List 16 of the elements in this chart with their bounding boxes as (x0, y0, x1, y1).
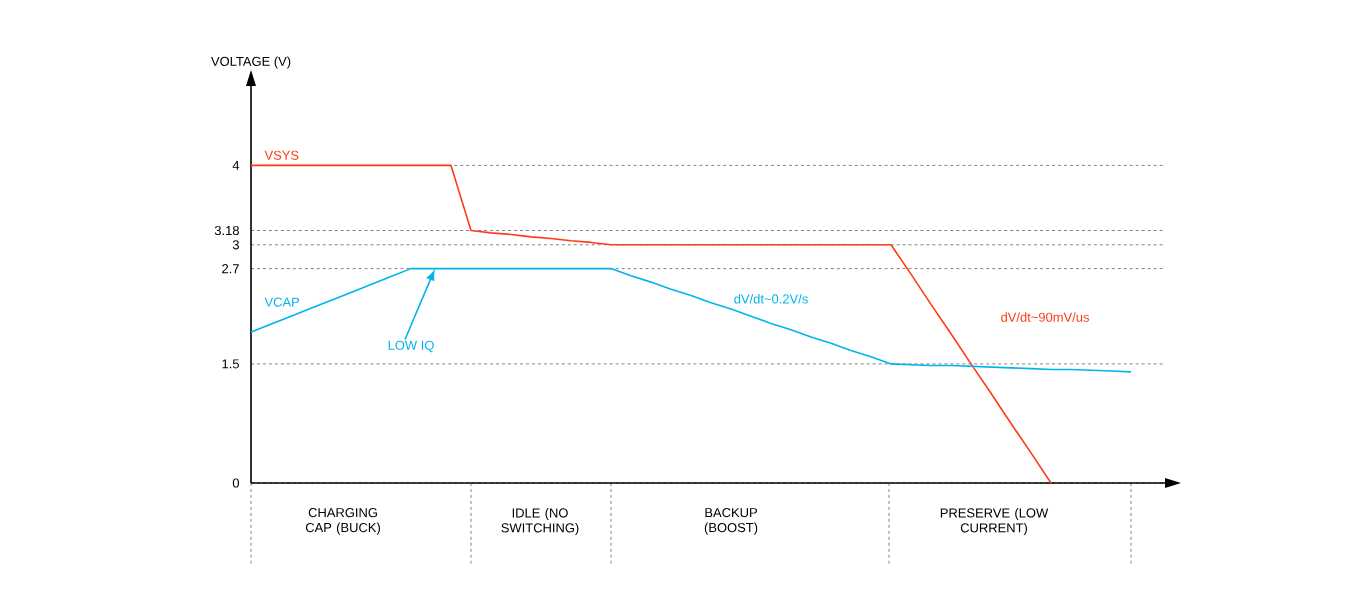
annotation: dV/dt~90mV/us (1001, 312, 1090, 322)
y-tick-label: 4 (232, 160, 240, 170)
y-tick-label: 0 (232, 478, 240, 488)
text: BACKUP (BOOST) (704, 508, 758, 535)
y-tick-label: 3.18 (214, 225, 239, 236)
y-tick-label: 2.7 (222, 264, 239, 274)
text: IDLE (NO SWITCHING) (501, 508, 579, 536)
series-label: VCAP (264, 297, 300, 307)
y-tick-label: 3 (232, 240, 239, 250)
y-tick-label: 1.5 (222, 359, 239, 369)
annotation: dV/dt~0.2V/s (734, 294, 808, 304)
series-label: VSYS (264, 150, 299, 160)
annotation: LOW IQ (388, 340, 434, 353)
y-axis-title: VOLTAGE (V) (211, 56, 291, 69)
text: PRESERVE (LOW CURRENT) (940, 508, 1049, 536)
text: CHARGING CAP (BUCK) (305, 508, 380, 535)
